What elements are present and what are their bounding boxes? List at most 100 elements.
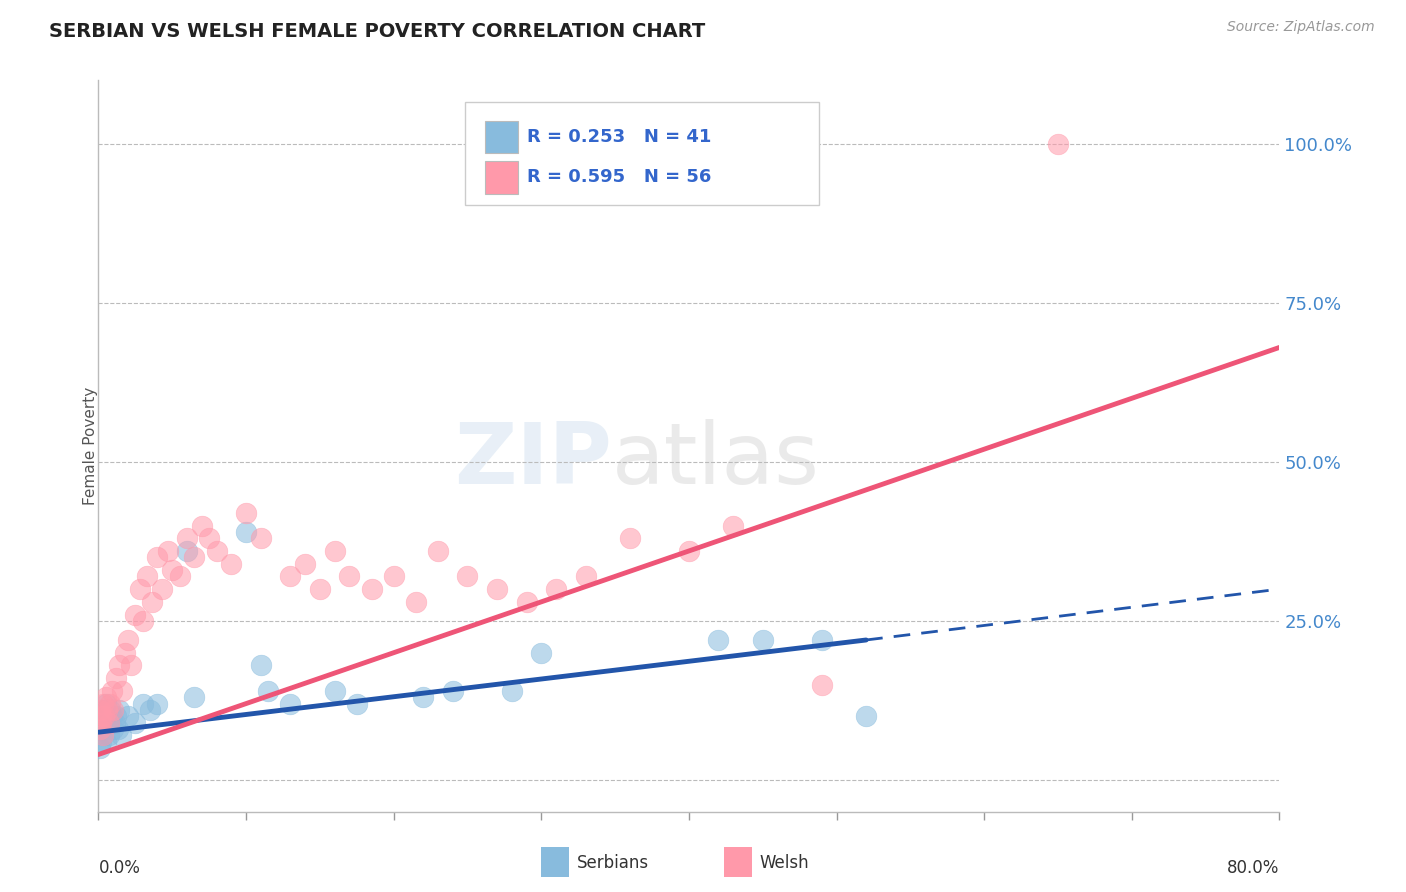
Point — [530, 646, 553, 660]
Text: Welsh: Welsh — [759, 854, 808, 871]
Text: Source: ZipAtlas.com: Source: ZipAtlas.com — [1227, 20, 1375, 34]
Point — [183, 690, 205, 705]
Point — [382, 569, 405, 583]
Point — [323, 684, 346, 698]
Point — [139, 703, 162, 717]
Point — [94, 690, 117, 705]
FancyBboxPatch shape — [464, 103, 818, 204]
Point — [309, 582, 332, 596]
Point — [501, 684, 523, 698]
Point — [132, 697, 155, 711]
Point — [97, 728, 120, 742]
Point — [98, 697, 121, 711]
Point — [162, 563, 183, 577]
Point — [91, 715, 114, 730]
Point — [546, 582, 568, 596]
Point — [235, 506, 257, 520]
Point — [198, 531, 221, 545]
Point — [136, 569, 159, 583]
Point — [91, 728, 114, 742]
Point — [257, 684, 280, 698]
Point — [117, 709, 139, 723]
Point — [90, 735, 112, 749]
Point — [107, 722, 129, 736]
Point — [132, 614, 155, 628]
FancyBboxPatch shape — [485, 120, 517, 153]
Point — [89, 722, 111, 736]
Point — [574, 569, 596, 583]
Point — [100, 709, 122, 723]
Point — [124, 715, 146, 730]
Point — [141, 595, 163, 609]
Point — [250, 531, 273, 545]
Point — [94, 697, 117, 711]
Point — [89, 703, 111, 717]
Point — [294, 557, 316, 571]
Y-axis label: Female Poverty: Female Poverty — [83, 387, 97, 505]
Text: Serbians: Serbians — [576, 854, 648, 871]
Text: R = 0.595   N = 56: R = 0.595 N = 56 — [527, 168, 711, 186]
Point — [278, 569, 302, 583]
Point — [100, 684, 122, 698]
Point — [91, 728, 114, 742]
Point — [93, 722, 115, 736]
Point — [97, 715, 120, 730]
Point — [124, 607, 146, 622]
Point — [150, 582, 173, 596]
Point — [94, 735, 117, 749]
Point — [441, 684, 464, 698]
Point — [707, 632, 730, 647]
Point — [191, 518, 214, 533]
Point — [456, 569, 478, 583]
Point — [120, 658, 142, 673]
Point — [219, 557, 242, 571]
Point — [146, 697, 169, 711]
Point — [339, 569, 360, 583]
Point — [360, 582, 382, 596]
Point — [90, 715, 112, 730]
Point — [678, 544, 700, 558]
Point — [412, 690, 434, 705]
Point — [146, 550, 169, 565]
Point — [427, 544, 450, 558]
Point — [855, 709, 877, 723]
Point — [114, 646, 136, 660]
Point — [346, 697, 368, 711]
Point — [176, 531, 198, 545]
Point — [108, 703, 131, 717]
Point — [110, 728, 132, 742]
Text: R = 0.253   N = 41: R = 0.253 N = 41 — [527, 128, 711, 146]
Point — [183, 550, 205, 565]
Point — [91, 697, 114, 711]
Point — [751, 632, 773, 647]
Point — [93, 703, 115, 717]
Point — [103, 722, 125, 736]
Text: atlas: atlas — [612, 419, 820, 502]
Point — [235, 524, 257, 539]
Point — [810, 677, 832, 691]
Point — [810, 632, 832, 647]
Point — [93, 709, 115, 723]
Point — [278, 697, 302, 711]
Point — [723, 518, 745, 533]
Text: SERBIAN VS WELSH FEMALE POVERTY CORRELATION CHART: SERBIAN VS WELSH FEMALE POVERTY CORRELAT… — [49, 22, 706, 41]
Point — [89, 741, 111, 756]
Point — [96, 703, 118, 717]
Point — [117, 632, 139, 647]
Point — [323, 544, 346, 558]
Point — [104, 715, 127, 730]
Point — [250, 658, 273, 673]
Text: ZIP: ZIP — [454, 419, 612, 502]
Point — [96, 715, 118, 730]
Point — [89, 722, 111, 736]
Point — [105, 671, 128, 685]
Point — [90, 709, 112, 723]
Point — [128, 582, 150, 596]
Point — [90, 709, 112, 723]
FancyBboxPatch shape — [485, 161, 517, 194]
Point — [169, 569, 191, 583]
Point — [156, 544, 179, 558]
Point — [1046, 136, 1069, 151]
Point — [108, 658, 131, 673]
Point — [619, 531, 641, 545]
